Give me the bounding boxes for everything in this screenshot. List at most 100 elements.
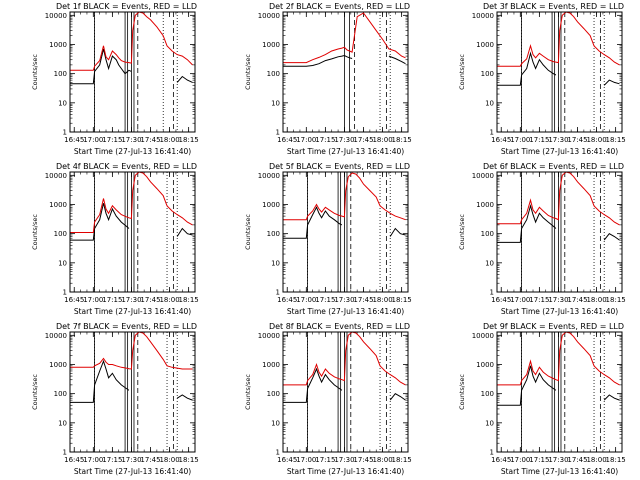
series-lld-line bbox=[70, 172, 193, 233]
series-events-line bbox=[283, 367, 343, 403]
panel-title: Det 1f BLACK = Events, RED = LLD bbox=[56, 2, 197, 11]
series-events-line bbox=[176, 75, 193, 83]
y-tick-label: 1000 bbox=[49, 41, 67, 49]
x-tick-label: 17:45 bbox=[353, 296, 373, 304]
x-tick-label: 18:00 bbox=[159, 456, 179, 464]
y-tick-label: 10 bbox=[485, 99, 494, 107]
series-events-line bbox=[603, 394, 620, 401]
y-axis-label: Counts/sec bbox=[458, 214, 466, 250]
x-tick-label: 17:45 bbox=[140, 296, 160, 304]
x-tick-label: 17:15 bbox=[102, 296, 122, 304]
x-tick-label: 17:15 bbox=[529, 136, 549, 144]
series-lld-line bbox=[497, 12, 620, 67]
x-tick-label: 17:45 bbox=[567, 296, 587, 304]
x-tick-label: 18:15 bbox=[606, 456, 626, 464]
x-tick-label: 17:45 bbox=[567, 136, 587, 144]
x-tick-label: 18:00 bbox=[159, 296, 179, 304]
x-tick-label: 18:00 bbox=[586, 456, 606, 464]
x-tick-label: 18:15 bbox=[392, 456, 412, 464]
series-events-line bbox=[388, 55, 406, 65]
panel-7: Det 7f BLACK = Events, RED = LLD Counts/s… bbox=[31, 322, 199, 476]
series-events-line bbox=[497, 365, 557, 406]
y-tick-label: 1 bbox=[63, 289, 67, 297]
x-tick-label: 17:00 bbox=[510, 296, 530, 304]
x-tick-label: 18:15 bbox=[179, 136, 199, 144]
panel-title: Det 5f BLACK = Events, RED = LLD bbox=[269, 162, 410, 171]
x-tick-label: 17:00 bbox=[296, 296, 316, 304]
panel-plot-area bbox=[70, 172, 193, 292]
y-tick-label: 10 bbox=[58, 259, 67, 267]
y-axis-label: Counts/sec bbox=[244, 54, 252, 90]
panel-frame bbox=[282, 331, 409, 453]
panel-4: Det 4f BLACK = Events, RED = LLD Counts/s… bbox=[31, 162, 199, 316]
series-events-line bbox=[497, 203, 557, 243]
panel-5: Det 5f BLACK = Events, RED = LLD Counts/s… bbox=[244, 162, 412, 316]
y-tick-label: 10 bbox=[485, 259, 494, 267]
y-tick-label: 10000 bbox=[45, 332, 67, 340]
y-axis-label: Counts/sec bbox=[244, 374, 252, 410]
x-tick-label: 17:30 bbox=[334, 296, 354, 304]
y-tick-label: 10000 bbox=[45, 172, 67, 180]
panel-frame bbox=[69, 171, 196, 293]
panel-frame bbox=[496, 171, 623, 293]
x-tick-label: 17:45 bbox=[353, 136, 373, 144]
y-axis-label: Counts/sec bbox=[458, 374, 466, 410]
x-tick-label: 17:45 bbox=[567, 456, 587, 464]
panel-plot-area bbox=[283, 172, 406, 292]
panel-2: Det 2f BLACK = Events, RED = LLD Counts/s… bbox=[244, 2, 412, 156]
x-axis-label: Start Time (27-Jul-13 16:41:40) bbox=[287, 467, 404, 476]
y-tick-label: 1 bbox=[63, 129, 67, 137]
series-events-line bbox=[283, 54, 353, 67]
x-axis-label: Start Time (27-Jul-13 16:41:40) bbox=[501, 467, 618, 476]
panel-title: Det 4f BLACK = Events, RED = LLD bbox=[56, 162, 197, 171]
x-tick-label: 18:15 bbox=[179, 456, 199, 464]
panel-frame bbox=[496, 11, 623, 133]
y-tick-label: 100 bbox=[267, 390, 280, 398]
x-tick-label: 17:45 bbox=[140, 456, 160, 464]
x-tick-label: 16:45 bbox=[491, 136, 511, 144]
x-tick-label: 17:00 bbox=[83, 456, 103, 464]
y-axis-label: Counts/sec bbox=[244, 214, 252, 250]
series-events-line bbox=[176, 227, 193, 237]
x-tick-label: 16:45 bbox=[491, 296, 511, 304]
series-events-line bbox=[283, 206, 343, 239]
x-tick-label: 18:15 bbox=[392, 136, 412, 144]
y-tick-label: 1000 bbox=[49, 361, 67, 369]
y-tick-label: 1 bbox=[276, 129, 280, 137]
x-tick-label: 17:15 bbox=[315, 296, 335, 304]
series-events-line bbox=[497, 51, 557, 86]
x-tick-label: 17:00 bbox=[296, 136, 316, 144]
y-axis-label: Counts/sec bbox=[31, 374, 39, 410]
x-tick-label: 17:00 bbox=[510, 456, 530, 464]
x-tick-label: 17:30 bbox=[121, 296, 141, 304]
y-tick-label: 10 bbox=[271, 99, 280, 107]
panel-plot-area bbox=[70, 332, 193, 452]
panel-1: Det 1f BLACK = Events, RED = LLD Counts/s… bbox=[31, 2, 199, 156]
x-tick-label: 17:15 bbox=[315, 136, 335, 144]
panel-plot-area bbox=[70, 12, 193, 132]
x-tick-label: 16:45 bbox=[64, 296, 84, 304]
x-axis-label: Start Time (27-Jul-13 16:41:40) bbox=[74, 147, 191, 156]
panel-title: Det 9f BLACK = Events, RED = LLD bbox=[483, 322, 624, 331]
y-axis-label: Counts/sec bbox=[458, 54, 466, 90]
y-tick-label: 10 bbox=[485, 419, 494, 427]
x-tick-label: 18:15 bbox=[392, 296, 412, 304]
x-tick-label: 17:45 bbox=[140, 136, 160, 144]
x-tick-label: 17:00 bbox=[296, 456, 316, 464]
series-events-line bbox=[389, 227, 406, 237]
x-axis-label: Start Time (27-Jul-13 16:41:40) bbox=[501, 307, 618, 316]
series-events-line bbox=[70, 359, 130, 403]
x-tick-label: 16:45 bbox=[491, 456, 511, 464]
series-events-line bbox=[389, 393, 406, 401]
y-tick-label: 100 bbox=[54, 70, 67, 78]
x-tick-label: 18:00 bbox=[372, 136, 392, 144]
panel-title: Det 7f BLACK = Events, RED = LLD bbox=[56, 322, 197, 331]
series-events-line bbox=[176, 394, 193, 401]
series-lld-line bbox=[283, 12, 406, 64]
y-tick-label: 1 bbox=[490, 449, 494, 457]
x-tick-label: 18:00 bbox=[372, 456, 392, 464]
x-tick-label: 17:30 bbox=[334, 136, 354, 144]
x-tick-label: 18:00 bbox=[159, 136, 179, 144]
x-tick-label: 18:15 bbox=[606, 136, 626, 144]
